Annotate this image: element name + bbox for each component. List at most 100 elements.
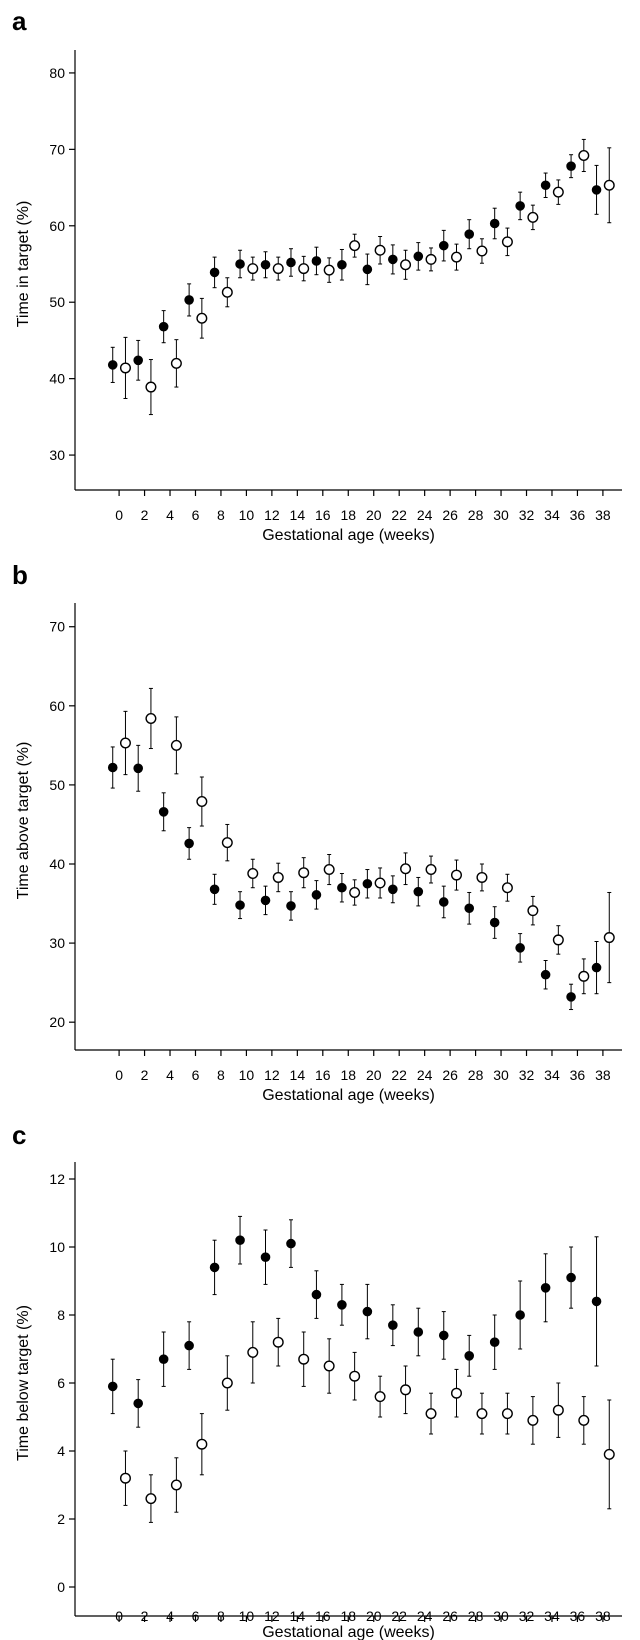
data-point-filled: [515, 1310, 525, 1320]
x-tick-label: 38: [595, 1608, 611, 1624]
data-point-filled: [286, 901, 296, 911]
data-point-open: [501, 882, 513, 894]
panel-letter: a: [12, 6, 27, 36]
data-point-filled: [362, 264, 373, 275]
data-point-filled: [438, 240, 449, 251]
y-tick-label: 6: [57, 1375, 65, 1391]
data-point-open: [552, 186, 564, 198]
data-point-filled: [311, 256, 322, 266]
x-tick-label: 24: [417, 1608, 433, 1624]
data-point-open: [221, 837, 233, 849]
data-point-open: [603, 932, 615, 944]
data-point-open: [247, 867, 259, 879]
data-point-open: [552, 1404, 564, 1416]
x-tick-label: 36: [570, 1608, 586, 1624]
x-tick-label: 22: [391, 1608, 407, 1624]
x-tick-label: 14: [290, 1608, 306, 1624]
data-point-open: [221, 1377, 233, 1389]
data-point-open: [476, 245, 488, 257]
series-filled: [107, 154, 602, 383]
x-tick-label: 38: [595, 507, 611, 523]
data-point-filled: [184, 295, 194, 305]
data-point-filled: [362, 1306, 373, 1317]
x-tick-label: 32: [519, 1608, 535, 1624]
y-tick-label: 80: [49, 65, 65, 81]
data-point-open: [196, 312, 208, 324]
data-point-open: [425, 864, 437, 876]
data-point-filled: [158, 321, 169, 332]
data-point-open: [400, 259, 412, 271]
data-point-filled: [107, 360, 118, 370]
data-point-open: [527, 1414, 539, 1426]
data-point-filled: [184, 838, 194, 849]
y-tick-label: 50: [49, 777, 65, 793]
data-point-open: [476, 871, 488, 883]
y-tick-label: 12: [49, 1171, 65, 1187]
panel-letter: b: [12, 560, 28, 590]
x-tick-label: 28: [468, 1608, 484, 1624]
data-point-filled: [235, 1235, 245, 1245]
y-tick-label: 40: [49, 856, 65, 872]
data-point-open: [145, 1493, 157, 1505]
data-point-open: [298, 867, 310, 879]
data-point-open: [349, 1370, 361, 1382]
x-tick-label: 0: [115, 1608, 123, 1624]
data-point-open: [145, 381, 157, 393]
data-point-open: [272, 263, 284, 275]
data-point-open: [425, 1408, 437, 1420]
data-point-filled: [566, 161, 576, 171]
x-tick-label: 14: [290, 507, 306, 523]
data-point-open: [578, 149, 590, 161]
data-point-filled: [566, 1272, 576, 1283]
x-axis-title: Gestational age (weeks): [262, 527, 435, 544]
data-point-filled: [235, 900, 245, 910]
x-tick-label: 14: [290, 1067, 306, 1083]
data-point-filled: [133, 763, 143, 774]
data-point-filled: [388, 254, 398, 265]
data-point-filled: [540, 969, 551, 980]
data-point-open: [476, 1408, 488, 1420]
x-tick-label: 16: [315, 1067, 331, 1083]
data-point-filled: [515, 201, 525, 211]
y-tick-label: 8: [57, 1307, 65, 1323]
y-tick-label: 70: [49, 141, 65, 157]
data-point-open: [374, 1391, 386, 1403]
x-tick-label: 18: [340, 1608, 356, 1624]
y-tick-label: 60: [49, 218, 65, 234]
data-point-open: [603, 179, 615, 191]
data-point-filled: [591, 185, 602, 195]
data-point-open: [425, 253, 437, 265]
y-axis-title: Time in target (%): [15, 201, 32, 328]
data-point-open: [298, 263, 310, 275]
data-point-open: [119, 737, 131, 749]
data-point-filled: [209, 884, 220, 895]
data-point-open: [323, 864, 335, 876]
data-point-filled: [413, 251, 424, 262]
series-filled: [107, 744, 602, 1011]
x-tick-label: 2: [141, 507, 149, 523]
y-tick-label: 4: [57, 1443, 65, 1459]
data-point-filled: [566, 992, 576, 1002]
x-tick-label: 34: [544, 1608, 560, 1624]
x-tick-label: 24: [417, 507, 433, 523]
x-tick-label: 38: [595, 1067, 611, 1083]
data-point-filled: [158, 1354, 169, 1364]
data-point-filled: [311, 1289, 322, 1300]
x-tick-label: 6: [192, 1067, 200, 1083]
y-tick-label: 30: [49, 935, 65, 951]
x-tick-label: 4: [166, 1608, 174, 1624]
x-tick-label: 20: [366, 1608, 382, 1624]
data-point-filled: [489, 1337, 500, 1347]
data-point-filled: [184, 1340, 194, 1351]
data-point-open: [145, 712, 157, 724]
data-point-filled: [489, 917, 500, 928]
y-tick-label: 70: [49, 619, 65, 635]
data-point-filled: [158, 807, 169, 817]
x-tick-label: 16: [315, 1608, 331, 1624]
data-point-open: [450, 869, 462, 881]
data-point-filled: [540, 1283, 551, 1293]
x-tick-label: 10: [239, 1067, 255, 1083]
y-tick-label: 0: [57, 1579, 65, 1595]
